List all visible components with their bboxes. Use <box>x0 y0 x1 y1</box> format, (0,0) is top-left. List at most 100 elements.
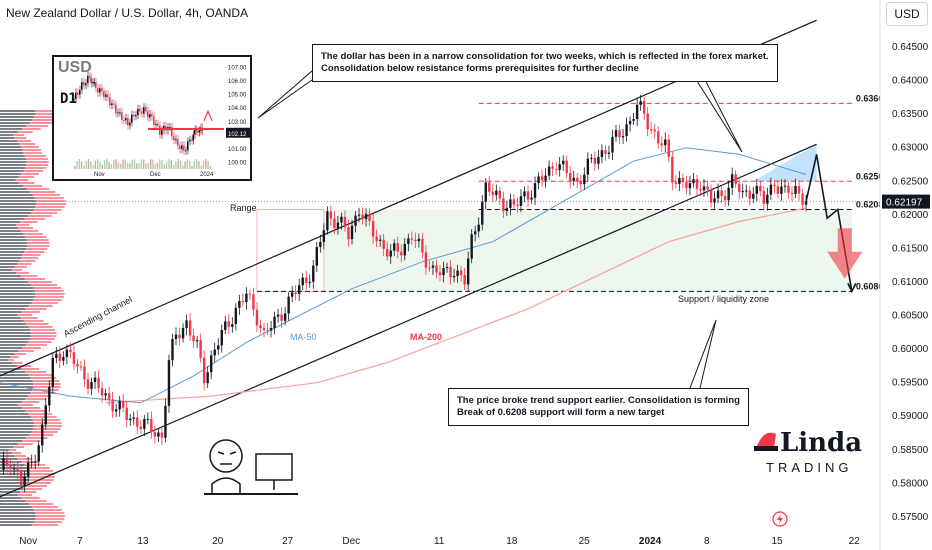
volume-profile-bar <box>0 500 26 502</box>
volume-profile-bar <box>33 422 62 424</box>
candle-body <box>565 160 568 174</box>
volume-profile-bar <box>25 167 47 169</box>
volume-profile-bar <box>0 347 23 349</box>
volume-profile-bar <box>0 485 26 487</box>
inset-candle-body <box>89 75 91 79</box>
volume-profile-bar <box>35 200 66 202</box>
inset-candle-body <box>131 114 133 123</box>
candle-body <box>558 164 561 170</box>
candle-body <box>329 211 333 219</box>
volume-profile-bar <box>0 449 9 451</box>
inset-candle-body <box>111 103 113 106</box>
volume-profile-bar <box>28 326 53 328</box>
volume-profile-bar <box>34 116 63 118</box>
candle-body <box>804 201 808 205</box>
candle-body <box>340 216 343 223</box>
inset-candle-body <box>105 94 107 97</box>
volume-profile-bar <box>0 299 34 301</box>
inset-plot: 107.00 106.00 105.00 104.00 103.00 102.12 101.… <box>73 65 250 178</box>
candle-body <box>312 265 315 282</box>
level-label-0: 0.6366 <box>856 93 884 103</box>
candle-body <box>593 157 597 164</box>
candle-body <box>48 386 51 406</box>
volume-profile-bar <box>0 320 24 322</box>
volume-profile-bar <box>28 305 53 307</box>
y-tick-label: 0.58000 <box>892 478 929 489</box>
x-tick-label: Nov <box>19 536 37 547</box>
candle-body <box>463 275 466 285</box>
volume-profile-bar <box>0 359 8 361</box>
volume-profile-bar <box>29 479 54 481</box>
candle-body <box>699 188 702 191</box>
volume-profile-bar <box>22 440 41 442</box>
volume-profile-bar <box>0 311 22 313</box>
inset-candle-body <box>97 88 99 93</box>
volume-profile-bar <box>7 359 15 361</box>
volume-profile-bar <box>0 410 26 412</box>
inset-volume-bar <box>122 159 124 169</box>
volume-profile-bar <box>21 146 39 148</box>
volume-profile-bar <box>0 392 31 394</box>
candle-body <box>16 468 19 472</box>
volume-profile-bar <box>0 224 16 226</box>
volume-profile-bar <box>0 173 22 175</box>
candle-body <box>421 238 424 253</box>
inset-volume-bar <box>80 161 83 169</box>
candle-body <box>262 328 266 331</box>
volume-profile-bar <box>0 254 23 256</box>
candle-body <box>283 313 287 321</box>
volume-profile-bar <box>0 206 36 208</box>
candle-body <box>2 458 5 470</box>
inset-candle-body <box>198 130 201 133</box>
candle-body <box>322 230 326 242</box>
candle-body <box>713 198 716 203</box>
inset-candle-body <box>101 88 103 92</box>
volume-profile-bar <box>0 440 23 442</box>
candle-body <box>530 197 533 200</box>
volume-profile-bar <box>0 164 27 166</box>
candle-body <box>474 231 477 235</box>
inset-candle-body <box>173 136 175 141</box>
volume-profile-bar <box>20 275 38 277</box>
candle-body <box>695 179 699 189</box>
candle-body <box>600 150 604 157</box>
inset-candle-body <box>137 108 139 116</box>
candle-body <box>26 462 30 477</box>
volume-profile-bar <box>0 329 31 331</box>
volume-profile-bar <box>27 242 50 244</box>
volume-profile-bar <box>0 137 15 139</box>
candle-body <box>252 294 255 310</box>
candle-body <box>583 174 586 185</box>
candle-body <box>294 292 297 295</box>
candle-body <box>773 184 776 187</box>
volume-profile-bar <box>0 116 35 118</box>
volume-profile-bar <box>0 218 25 220</box>
volume-profile-bar <box>14 266 27 268</box>
candle-body <box>9 465 12 470</box>
lightning-icon[interactable] <box>772 511 788 527</box>
inset-candle-body <box>195 129 198 131</box>
inset-candle-body <box>125 118 127 121</box>
inset-candle-body <box>155 123 157 125</box>
inset-candle-body <box>135 115 137 117</box>
candle-body <box>150 418 153 432</box>
candle-body <box>766 194 769 204</box>
x-tick-label: Dec <box>342 536 360 547</box>
candle-body <box>459 270 463 276</box>
currency-button[interactable]: USD <box>886 2 928 26</box>
inset-volume-bar <box>131 159 133 169</box>
volume-profile-bar <box>0 296 35 298</box>
volume-profile-bar <box>28 341 52 343</box>
volume-profile-bar <box>0 284 32 286</box>
volume-profile-bar <box>0 458 18 460</box>
candle-body <box>266 330 269 332</box>
inset-volume-bar <box>195 159 198 169</box>
volume-profile-bar <box>0 248 26 250</box>
candle-body <box>188 320 192 336</box>
volume-profile-bar <box>0 383 34 385</box>
volume-profile-bar <box>0 482 28 484</box>
inset-chart: USD D1 107.00 106.00 105.00 104.00 103.00 102… <box>52 55 252 181</box>
volume-profile-bar <box>31 524 59 526</box>
inset-price-label: 107.00 <box>228 65 247 71</box>
inset-volume-bar <box>177 159 179 169</box>
